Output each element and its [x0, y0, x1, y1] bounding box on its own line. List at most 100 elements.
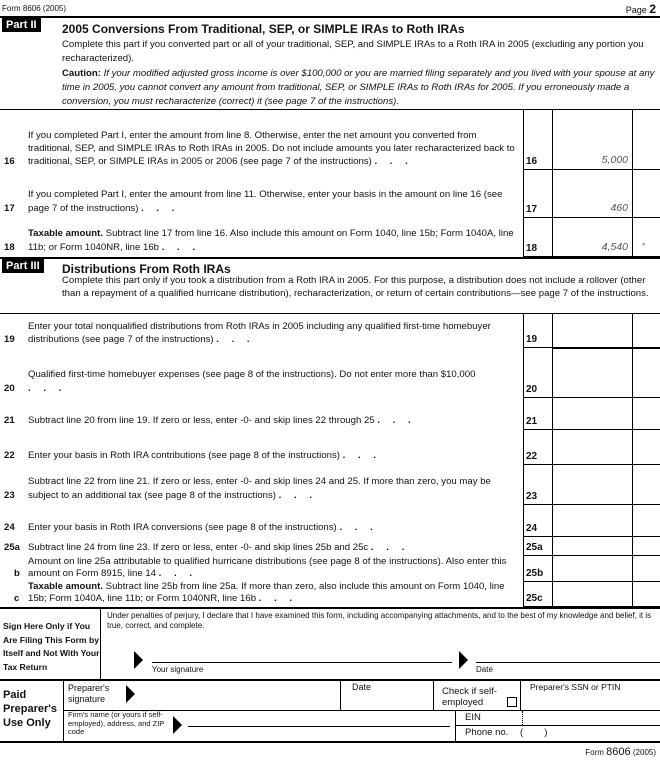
line-row: 25a Subtract line 24 from line 23. If ze… — [0, 537, 660, 556]
line-row: 20 Qualified first-time homebuyer expens… — [0, 348, 660, 398]
line-desc: Qualified first-time homebuyer expenses … — [28, 369, 476, 380]
part3-intro: Complete this part only if you took a di… — [62, 275, 649, 299]
line-row: 16 If you completed Part I, enter the am… — [0, 110, 660, 170]
line-row: 21 Subtract line 20 from line 19. If zer… — [0, 398, 660, 430]
footer: Form 8606 (2005) — [585, 746, 656, 758]
arrow-icon — [126, 685, 135, 703]
ssn-label: Preparer's SSN or PTIN — [530, 682, 621, 692]
line-box-label: 18 — [526, 243, 538, 254]
line-desc: Subtract line 20 from line 19. If zero o… — [28, 415, 375, 426]
line-text: 19 Enter your total nonqualified distrib… — [4, 321, 491, 345]
amount-field[interactable]: 460 — [610, 202, 628, 214]
declaration: Under penalties of perjury, I declare th… — [107, 611, 652, 630]
phone-label: Phone no. — [465, 727, 509, 738]
line-desc: Subtract line 17 from line 16. Also incl… — [28, 228, 514, 253]
line-box-label: 21 — [526, 416, 538, 427]
line-desc: If you completed Part I, enter the amoun… — [28, 130, 515, 167]
signature-label: Your signature — [152, 665, 204, 674]
line-text: 18 Taxable amount. Subtract line 17 from … — [4, 228, 514, 253]
line-number: 23 — [4, 490, 15, 501]
firm-field[interactable] — [188, 726, 450, 727]
preparer-signature-label: Preparer's signature — [68, 683, 110, 704]
line-desc: Enter your total nonqualified distributi… — [28, 321, 491, 345]
part2-title: 2005 Conversions From Traditional, SEP, … — [62, 22, 465, 36]
line-number: 17 — [4, 203, 15, 214]
preparer-date-label: Date — [352, 682, 372, 692]
line-text: b Amount on line 25a attributable to qua… — [14, 556, 507, 579]
line-box-label: 22 — [526, 451, 538, 462]
line-number: c — [14, 593, 20, 604]
footer-num: 8606 — [606, 746, 631, 758]
line-number: 21 — [4, 415, 15, 426]
line-row: 18 Taxable amount. Subtract line 17 from … — [0, 218, 660, 257]
signature-field[interactable]: Your signature — [152, 662, 452, 674]
part2-caution: Caution: If your modified adjusted gross… — [62, 67, 658, 109]
line-desc: Enter your basis in Roth IRA contributio… — [28, 450, 340, 461]
line-desc: Enter your basis in Roth IRA conversions… — [28, 522, 337, 533]
line-desc: Subtract line 22 from line 21. If zero o… — [28, 476, 491, 501]
phone-field[interactable]: ( ) — [520, 727, 548, 738]
arrow-icon — [459, 651, 468, 669]
line-row: 19 Enter your total nonqualified distrib… — [0, 314, 660, 348]
line-text: 25a Subtract line 24 from line 23. If ze… — [4, 542, 410, 553]
line-number: b — [14, 568, 20, 579]
date-label: Date — [476, 665, 493, 674]
form-header: Form 8606 (2005) — [2, 4, 67, 13]
line-text: 17 If you completed Part I, enter the am… — [4, 189, 503, 214]
caution-text: If your modified adjusted gross income i… — [62, 68, 655, 107]
line-row: 22 Enter your basis in Roth IRA contribu… — [0, 430, 660, 465]
line-box-label: 17 — [526, 204, 538, 215]
line-text: 20 Qualified first-time homebuyer expens… — [4, 369, 476, 394]
amount-mark: * — [642, 241, 646, 251]
line-row: c Taxable amount. Subtract line 25b from … — [0, 581, 660, 607]
line-text: 16 If you completed Part I, enter the am… — [4, 130, 515, 167]
line-number: 25a — [4, 542, 21, 553]
line-number: 19 — [4, 334, 15, 345]
arrow-icon — [134, 651, 143, 669]
amount-field[interactable]: 5,000 — [601, 154, 628, 166]
arrow-icon — [173, 716, 182, 734]
line-box-label: 25b — [526, 568, 544, 579]
line-row: 17 If you completed Part I, enter the am… — [0, 170, 660, 218]
line-desc: Subtract line 24 from line 23. If zero o… — [28, 542, 369, 553]
caution-label: Caution: — [62, 68, 101, 79]
line-bold: Taxable amount. — [28, 581, 103, 592]
sign-heading: Sign Here Only if You Are Filing This Fo… — [3, 621, 100, 672]
page-label: Page — [625, 5, 647, 15]
line-box-label: 23 — [526, 491, 538, 502]
line-box-label: 16 — [526, 156, 538, 167]
line-desc: Amount on line 25a attributable to quali… — [28, 556, 507, 579]
line-box-label: 25a — [526, 542, 543, 553]
page-num: 2 — [649, 2, 656, 16]
page-number: Page 2 — [626, 2, 656, 16]
footer-year: (2005) — [632, 748, 656, 757]
line-text: 21 Subtract line 20 from line 19. If zer… — [4, 415, 416, 426]
line-number: 18 — [4, 242, 15, 253]
line-box-label: 19 — [526, 334, 538, 345]
line-number: 22 — [4, 450, 15, 461]
ein-separator — [522, 711, 523, 725]
ein-label: EIN — [465, 712, 481, 723]
part3-label: Part III — [2, 259, 44, 273]
line-box-label: 20 — [526, 384, 538, 395]
line-text: 22 Enter your basis in Roth IRA contribu… — [4, 450, 381, 461]
line-row: 23 Subtract line 22 from line 21. If zer… — [0, 465, 660, 505]
self-employed-checkbox[interactable] — [507, 697, 517, 707]
line-box-label: 24 — [526, 523, 538, 534]
line-desc: Subtract line 25b from line 25a. If more… — [28, 581, 505, 604]
firm-label: Firm's name (or yours if self-employed),… — [68, 710, 165, 736]
line-number: 24 — [4, 522, 15, 533]
amount-field[interactable]: 4,540 — [601, 241, 628, 253]
line-text: c Taxable amount. Subtract line 25b from … — [14, 581, 505, 604]
line-number: 20 — [4, 383, 15, 394]
part2-intro: Complete this part if you converted part… — [62, 39, 644, 64]
part3-title: Distributions From Roth IRAs — [62, 262, 231, 276]
part2-label: Part II — [2, 18, 41, 32]
line-bold: Taxable amount. — [28, 228, 103, 239]
preparer-heading: Paid Preparer's Use Only — [3, 689, 57, 729]
line-box-label: 25c — [526, 593, 543, 604]
line-text: 23 Subtract line 22 from line 21. If zer… — [4, 476, 491, 501]
line-row: 24 Enter your basis in Roth IRA conversi… — [0, 505, 660, 537]
date-field[interactable]: Date — [476, 662, 660, 674]
footer-form: Form — [585, 748, 604, 757]
